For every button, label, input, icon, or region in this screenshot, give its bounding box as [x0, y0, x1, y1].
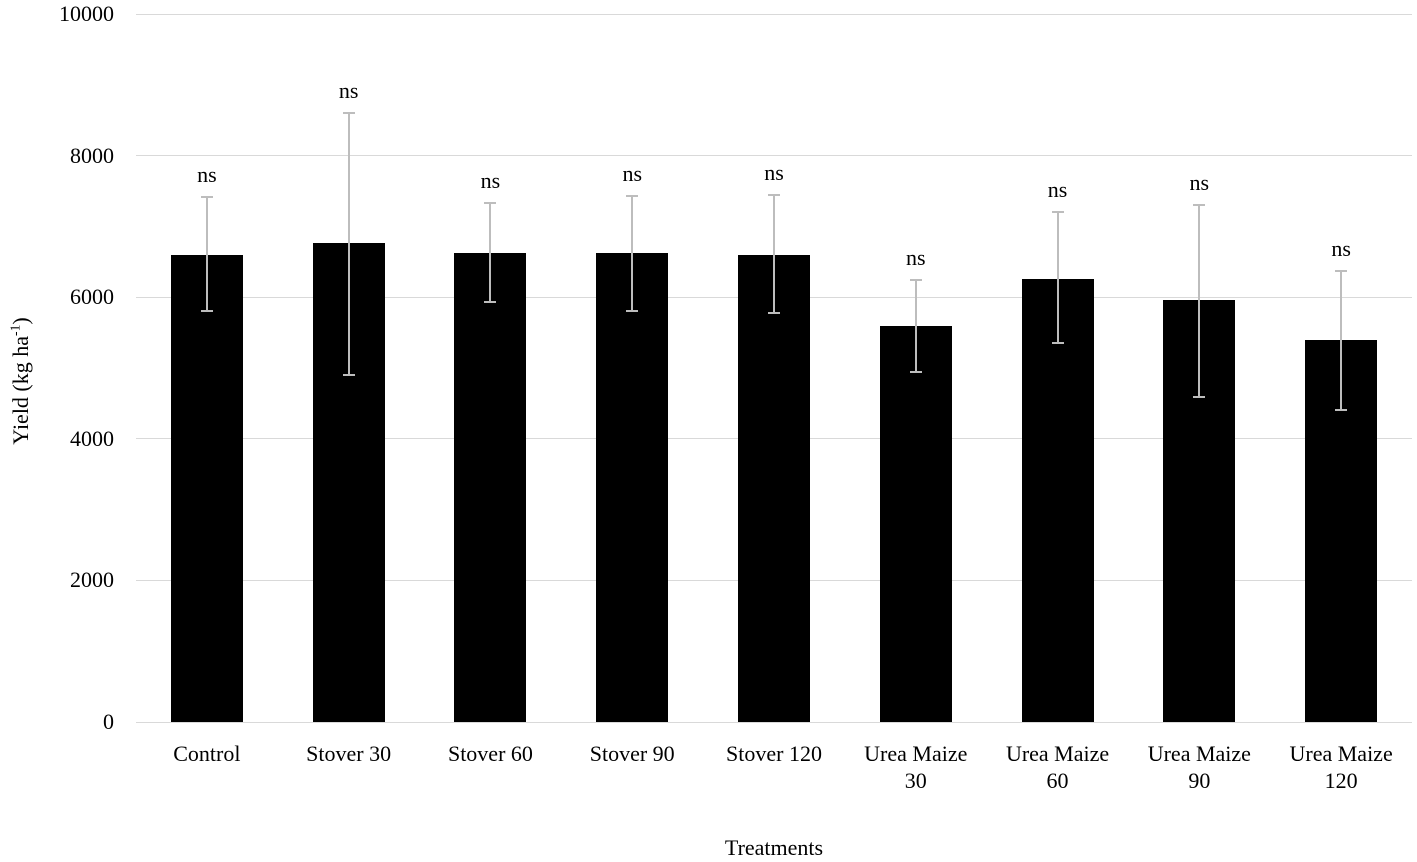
error-bar-line [1198, 205, 1201, 398]
significance-label: ns [764, 160, 784, 186]
bar [454, 252, 527, 722]
error-bar-upper-cap [484, 202, 497, 205]
error-bar-lower-cap [200, 310, 213, 313]
error-bar-lower-cap [342, 374, 355, 377]
x-tick-label: Control [173, 741, 241, 766]
x-tick-label: Urea Maize 90 [1147, 741, 1251, 793]
error-bar-upper-cap [200, 195, 213, 198]
significance-label: ns [197, 161, 217, 187]
bar [596, 252, 669, 722]
error-bar-line [205, 196, 208, 312]
error-bar-upper-cap [768, 194, 780, 197]
x-tick-label: Stover 120 [726, 741, 822, 766]
error-bar-upper-cap [342, 112, 355, 115]
x-tick-label: Stover 90 [589, 741, 675, 766]
significance-label: ns [480, 168, 501, 194]
x-tick-label: Urea Maize 120 [1289, 741, 1393, 793]
error-bar-lower-cap [1335, 408, 1348, 411]
bar [738, 254, 810, 722]
error-bar-upper-cap [1335, 270, 1348, 272]
error-bar-lower-cap [1051, 342, 1064, 345]
y-tick-label: 0 [103, 709, 114, 734]
error-bar-line [347, 113, 350, 376]
x-tick-label: Stover 60 [447, 741, 533, 766]
error-bar-upper-cap [1193, 204, 1206, 207]
error-bar-lower-cap [768, 312, 780, 315]
bar [170, 254, 243, 722]
error-bar-line [1056, 212, 1059, 344]
x-axis-title: Treatments [724, 835, 824, 860]
error-bar-line [914, 280, 917, 373]
y-tick-label: 6000 [70, 284, 114, 310]
significance-label: ns [905, 245, 926, 271]
error-bar-line [1340, 271, 1343, 410]
significance-label: ns [1189, 170, 1210, 196]
gridline [136, 721, 1412, 723]
error-bar-upper-cap [1051, 211, 1064, 214]
error-bar-line [631, 195, 634, 311]
y-tick-label: 10000 [59, 1, 114, 26]
error-bar-lower-cap [484, 301, 497, 304]
bar [879, 325, 952, 722]
x-tick-label: Stover 30 [306, 741, 392, 766]
gridline [136, 13, 1412, 15]
significance-label: ns [1331, 236, 1351, 261]
error-bar-lower-cap [909, 371, 922, 374]
error-bar-lower-cap [626, 309, 639, 312]
significance-label: ns [622, 160, 642, 186]
y-tick-label: 2000 [70, 567, 114, 593]
x-tick-label: Urea Maize 30 [864, 741, 968, 793]
error-bar-lower-cap [1193, 396, 1206, 399]
error-bar-line [773, 195, 775, 314]
error-bar-upper-cap [909, 279, 922, 282]
error-bar-upper-cap [626, 194, 639, 197]
gridline [136, 155, 1412, 157]
y-tick-label: 4000 [70, 425, 114, 451]
y-tick-label: 8000 [70, 142, 114, 168]
significance-label: ns [1047, 177, 1068, 203]
error-bar-line [489, 203, 492, 303]
x-tick-label: Urea Maize 60 [1005, 741, 1110, 793]
significance-label: ns [338, 78, 359, 104]
bar [1021, 278, 1094, 722]
